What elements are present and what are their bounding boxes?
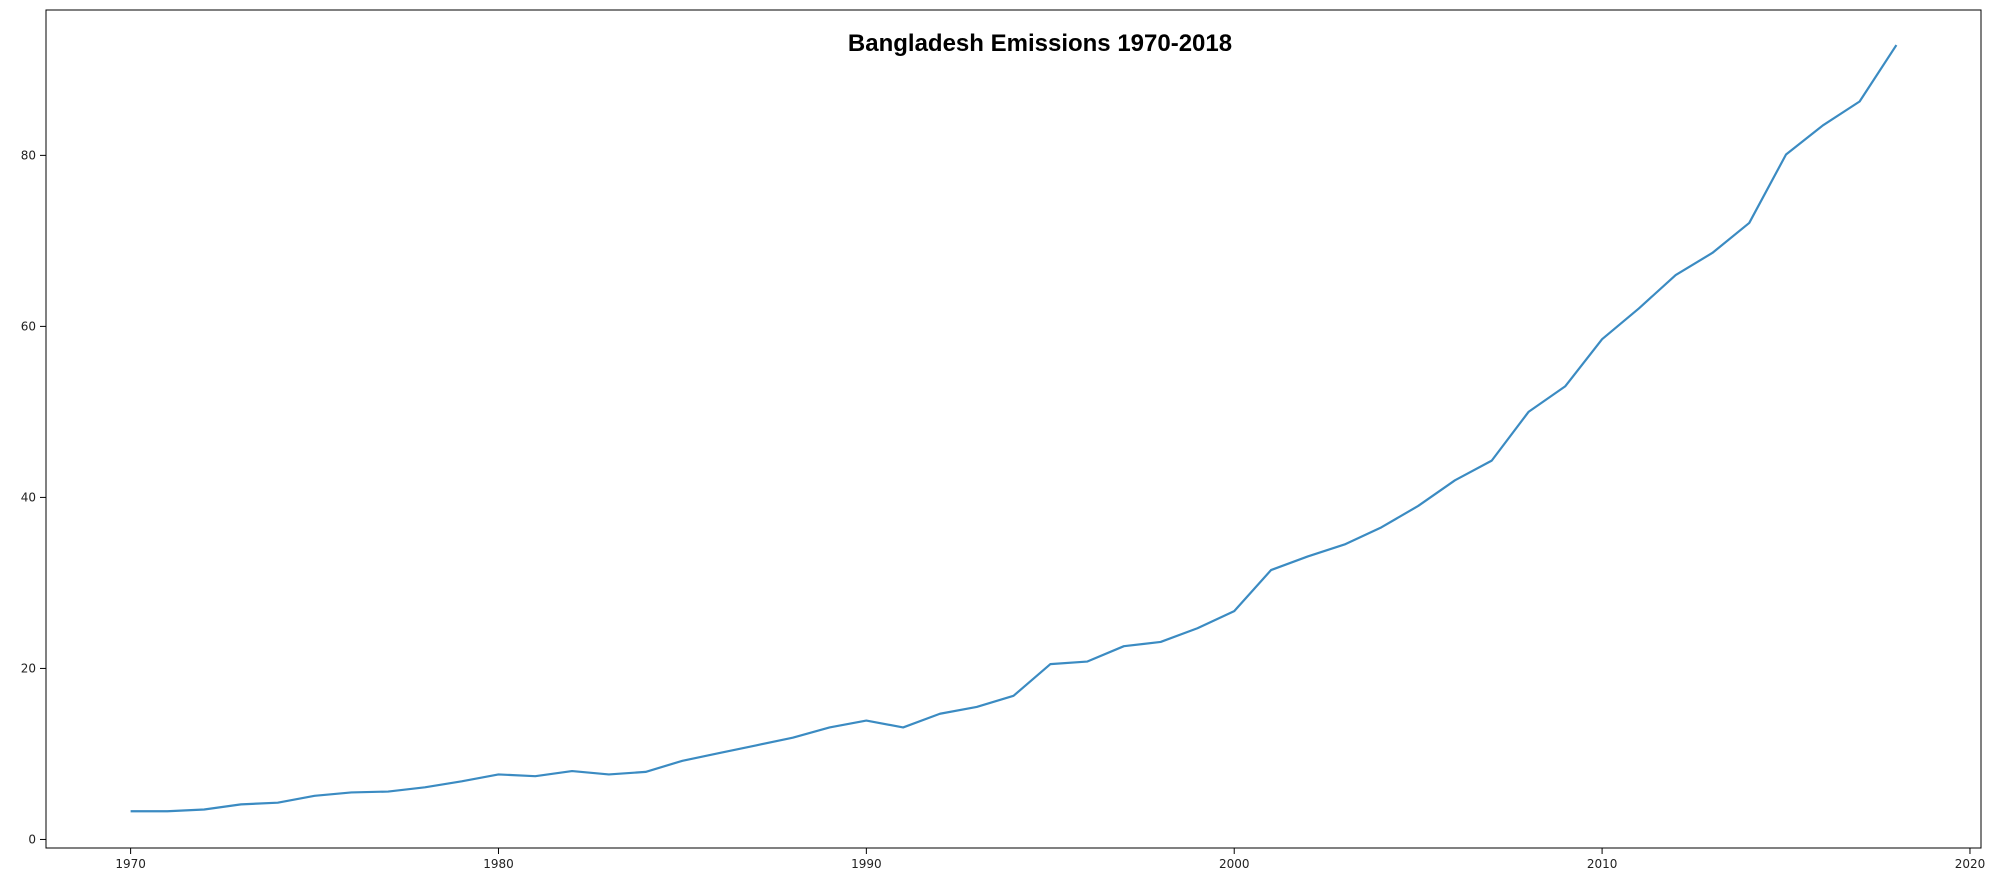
x-tick-label: 1970 (115, 857, 146, 871)
y-axis: 0 20 40 60 80 (21, 148, 46, 846)
y-tick-label: 0 (28, 832, 36, 846)
chart-title: Bangladesh Emissions 1970-2018 (848, 30, 1232, 57)
x-tick-label: 2010 (1587, 857, 1618, 871)
y-tick-label: 20 (21, 661, 36, 675)
x-tick-label: 2000 (1219, 857, 1250, 871)
y-tick-label: 40 (21, 490, 36, 504)
plot-frame (45, 9, 1982, 849)
y-tick-label: 60 (21, 319, 36, 333)
x-tick-label: 1990 (851, 857, 882, 871)
x-tick-label: 1980 (483, 857, 514, 871)
y-tick-label: 80 (21, 148, 36, 162)
x-tick-label: 2020 (1955, 857, 1986, 871)
x-axis: 1970 1980 1990 2000 2010 2020 (115, 848, 1985, 871)
emissions-series-line (130, 44, 1898, 813)
